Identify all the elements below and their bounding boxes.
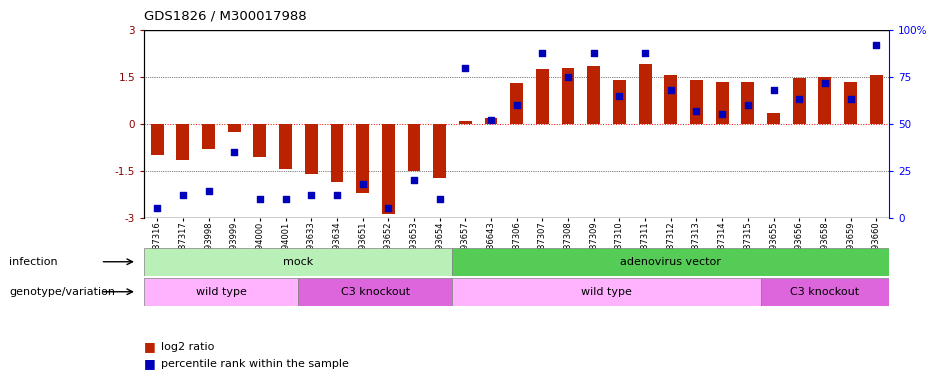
Bar: [357, 124, 369, 192]
Point: [278, 196, 293, 202]
Bar: [818, 77, 831, 124]
Bar: [382, 124, 395, 214]
Text: C3 knockout: C3 knockout: [341, 286, 410, 297]
Bar: [767, 113, 780, 124]
Point: [817, 80, 832, 86]
Text: genotype/variation: genotype/variation: [9, 287, 115, 297]
Text: infection: infection: [9, 257, 58, 267]
Bar: [870, 75, 883, 124]
Bar: [253, 124, 266, 157]
Text: ■: ■: [144, 357, 156, 370]
Text: adenovirus vector: adenovirus vector: [620, 256, 722, 267]
Bar: [536, 69, 548, 124]
Point: [407, 177, 422, 183]
Point: [587, 50, 601, 55]
Point: [843, 96, 858, 102]
Text: percentile rank within the sample: percentile rank within the sample: [161, 359, 349, 369]
Bar: [202, 124, 215, 149]
Point: [432, 196, 447, 202]
Bar: [144, 248, 452, 276]
Point: [869, 42, 884, 48]
Point: [381, 205, 396, 211]
Bar: [587, 66, 600, 124]
Point: [791, 96, 806, 102]
Bar: [716, 82, 729, 124]
Bar: [741, 82, 754, 124]
Point: [304, 192, 318, 198]
Point: [509, 102, 524, 108]
Text: wild type: wild type: [581, 286, 632, 297]
Point: [638, 50, 653, 55]
Text: wild type: wild type: [196, 286, 247, 297]
Bar: [304, 124, 317, 174]
Point: [740, 102, 755, 108]
Bar: [279, 124, 292, 169]
Bar: [690, 80, 703, 124]
Bar: [639, 64, 652, 124]
Bar: [613, 80, 626, 124]
Point: [227, 149, 242, 155]
Bar: [408, 124, 421, 171]
Bar: [761, 278, 889, 306]
Point: [458, 64, 473, 70]
Point: [535, 50, 550, 55]
Bar: [665, 75, 677, 124]
Point: [560, 74, 575, 80]
Bar: [331, 124, 344, 182]
Text: C3 knockout: C3 knockout: [790, 286, 859, 297]
Bar: [485, 118, 497, 124]
Point: [766, 87, 781, 93]
Point: [689, 108, 704, 114]
Point: [252, 196, 267, 202]
Bar: [228, 124, 240, 132]
Point: [201, 188, 216, 194]
Point: [664, 87, 679, 93]
Bar: [459, 121, 472, 124]
Text: ■: ■: [144, 340, 156, 353]
Point: [612, 93, 627, 99]
Point: [715, 111, 730, 117]
Point: [355, 181, 370, 187]
Bar: [561, 68, 574, 124]
Bar: [433, 124, 446, 178]
Text: log2 ratio: log2 ratio: [161, 342, 214, 352]
Bar: [299, 278, 452, 306]
Point: [150, 205, 165, 211]
Point: [483, 117, 498, 123]
Bar: [144, 278, 299, 306]
Bar: [510, 83, 523, 124]
Bar: [793, 78, 805, 124]
Text: mock: mock: [283, 256, 314, 267]
Text: GDS1826 / M300017988: GDS1826 / M300017988: [144, 9, 307, 22]
Bar: [176, 124, 189, 160]
Bar: [452, 248, 889, 276]
Point: [330, 192, 344, 198]
Bar: [151, 124, 164, 155]
Bar: [452, 278, 761, 306]
Point: [175, 192, 190, 198]
Bar: [844, 82, 857, 124]
